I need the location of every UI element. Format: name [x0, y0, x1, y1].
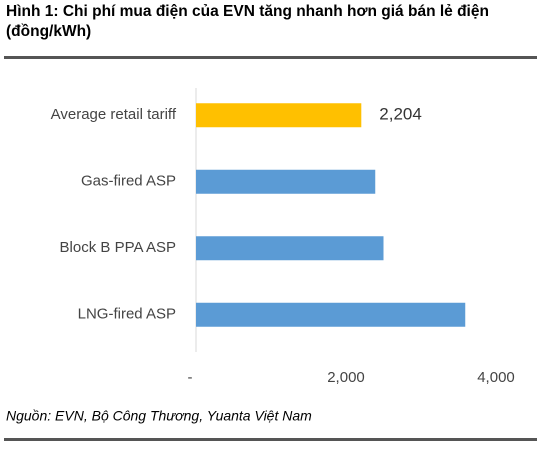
x-tick-label: 4,000 [477, 369, 515, 386]
bar [196, 169, 376, 194]
value-label: 2,204 [379, 105, 422, 124]
top-rule [4, 56, 537, 59]
bottom-rule [4, 438, 537, 441]
y-tick-label: LNG-fired ASP [78, 306, 176, 323]
y-tick-label: Gas-fired ASP [81, 173, 176, 190]
chart-title: Hình 1: Chi phí mua điện của EVN tăng nh… [6, 3, 489, 40]
bar [196, 236, 384, 261]
x-tick-label: - [188, 369, 193, 386]
x-tick-label: 2,000 [327, 369, 365, 386]
title-box: Hình 1: Chi phí mua điện của EVN tăng nh… [6, 3, 489, 40]
y-tick-label: Block B PPA ASP [60, 239, 176, 256]
y-tick-label: Average retail tariff [51, 106, 177, 123]
bar [196, 302, 466, 327]
source: Nguồn: EVN, Bộ Công Thương, Yuanta Việt … [6, 408, 312, 424]
bar [196, 103, 362, 128]
